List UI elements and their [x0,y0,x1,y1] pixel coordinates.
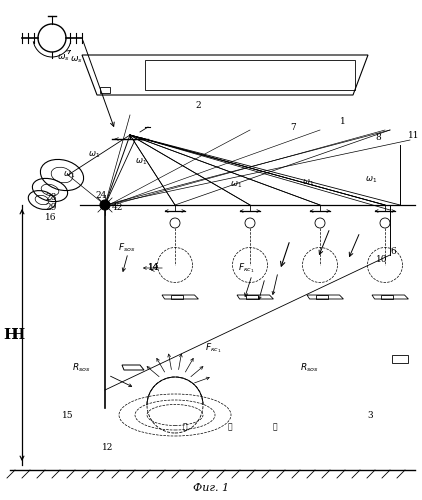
Text: 8: 8 [375,134,381,142]
Text: 15: 15 [62,410,73,420]
Text: 7: 7 [290,124,296,132]
Text: ✶: ✶ [183,423,187,431]
Text: $\omega_s$: $\omega_s$ [70,54,83,65]
Text: $R_{sos}$: $R_{sos}$ [300,362,319,374]
Circle shape [100,200,110,210]
Text: $\omega_1$: $\omega_1$ [302,178,314,188]
Text: $F_{\kappa c_1}$: $F_{\kappa c_1}$ [238,261,255,275]
Text: 6: 6 [390,248,396,256]
Text: H: H [3,328,17,342]
Text: 12: 12 [102,444,114,452]
Text: ✶: ✶ [273,423,277,431]
Text: 2: 2 [195,100,200,110]
Text: $\omega_1$: $\omega_1$ [365,175,377,185]
Text: H: H [11,328,24,342]
Text: 29: 29 [45,204,57,212]
Text: $R_{sos}$: $R_{sos}$ [72,362,91,374]
Text: $F_{\kappa c_1}$: $F_{\kappa c_1}$ [205,341,222,355]
Text: $\omega_s$: $\omega_s$ [57,52,70,63]
Text: 1: 1 [340,118,346,126]
Text: $\omega_1$: $\omega_1$ [63,170,75,180]
Text: 24: 24 [95,190,106,200]
Text: ✶: ✶ [228,423,233,431]
Text: 10: 10 [376,256,387,264]
Text: $\omega_1$: $\omega_1$ [230,180,242,190]
Text: $\omega_1$: $\omega_1$ [135,157,147,167]
Text: 3: 3 [367,410,373,420]
Text: 14: 14 [148,264,160,272]
Text: Фиг. 1: Фиг. 1 [193,483,229,493]
Text: 42: 42 [112,204,123,212]
Text: 28: 28 [45,194,57,202]
Text: $F_{sos}$: $F_{sos}$ [118,242,135,254]
Text: 11: 11 [408,130,419,140]
Text: 16: 16 [45,214,57,222]
Text: $\omega_1$: $\omega_1$ [88,150,100,160]
Text: 14: 14 [148,264,160,272]
